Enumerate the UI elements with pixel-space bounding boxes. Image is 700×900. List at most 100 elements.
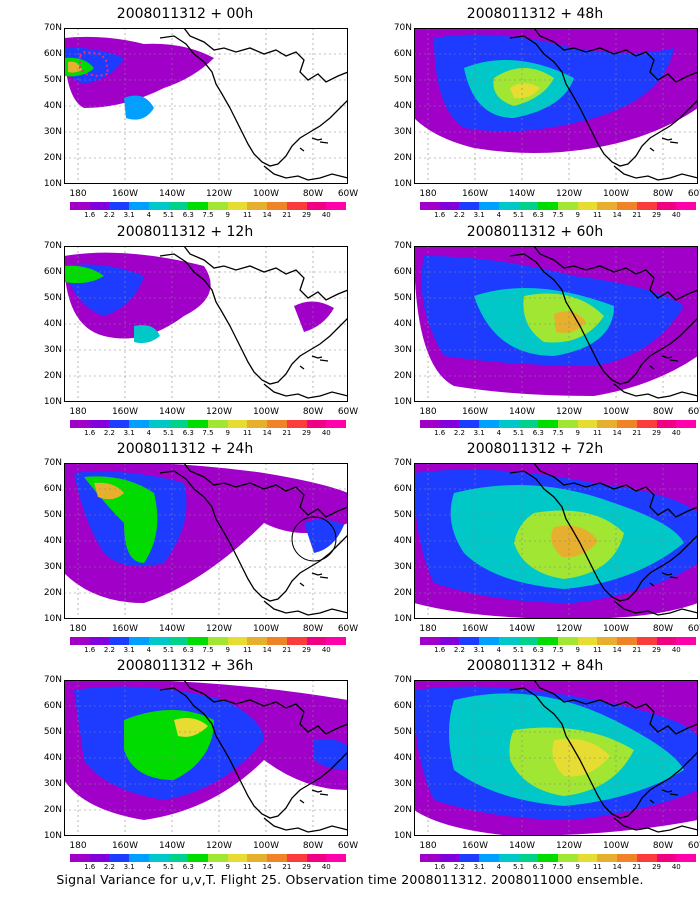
- map-frame: [64, 246, 348, 402]
- colorbar-tick-label: 1.6: [434, 646, 446, 654]
- colorbar-tick-label: 3.1: [123, 863, 135, 871]
- latitude-label: 40N: [393, 536, 412, 546]
- colorbar-tick-label: 21: [282, 211, 292, 219]
- colorbar-swatch: [306, 202, 327, 210]
- colorbar-swatch: [577, 202, 598, 210]
- colorbar-swatch: [286, 202, 307, 210]
- colorbar-tick-label: 11: [242, 863, 252, 871]
- colorbar-swatch: [558, 854, 578, 862]
- colorbar-swatch: [306, 637, 327, 645]
- colorbar-tick-label: 2.2: [453, 429, 465, 437]
- longitude-label: 80W: [652, 841, 674, 851]
- colorbar-tick-label: 14: [612, 211, 622, 219]
- latitude-label: 40N: [393, 101, 412, 111]
- colorbar-tick-label: 9: [225, 863, 230, 871]
- longitude-label: 120W: [205, 624, 233, 634]
- longitude-label: 120W: [205, 407, 233, 417]
- map-panel: 2008011312 + 36h 70N 60N 50N 40N 30N 20N 10N 180…: [30, 658, 358, 871]
- colorbar-tick-label: 7.5: [202, 211, 214, 219]
- colorbar-tick-label: 5.1: [162, 863, 175, 871]
- colorbar-swatch: [286, 420, 307, 428]
- colorbar-swatch: [267, 420, 287, 428]
- longitude-label: 120W: [555, 407, 583, 417]
- panel-title: 2008011312 + 36h: [116, 658, 254, 674]
- colorbar-labels: 1.6 2.2 3.1 4 5.1 6.3 7.5 9 11 14 21 29 40: [70, 211, 346, 221]
- longitude-label: 100W: [252, 624, 280, 634]
- colorbar-swatch: [89, 637, 110, 645]
- colorbar-swatch: [148, 420, 169, 428]
- longitude-label: 140W: [508, 841, 536, 851]
- colorbar-tick-label: 9: [225, 646, 230, 654]
- latitude-label: 60N: [43, 49, 62, 59]
- longitude-label: 60W: [687, 841, 700, 851]
- colorbar-swatch: [439, 854, 460, 862]
- colorbar-swatch: [227, 854, 248, 862]
- variance-contour-fill: [134, 325, 160, 344]
- colorbar-swatch: [70, 854, 90, 862]
- colorbar-swatch: [326, 854, 347, 862]
- latitude-label: 20N: [393, 153, 412, 163]
- colorbar-tick-label: 29: [302, 429, 312, 437]
- latitude-label: 20N: [43, 588, 62, 598]
- contour-map: [414, 246, 698, 402]
- panel-title: 2008011312 + 48h: [466, 6, 604, 22]
- map-panel: 2008011312 + 60h 70N 60N 50N 40N 30N 20N 10N 180…: [380, 224, 700, 437]
- longitude-label: 140W: [508, 624, 536, 634]
- colorbar-labels: 1.6 2.2 3.1 4 5.1 6.3 7.5 9 11 14 21 29 40: [420, 211, 696, 221]
- colorbar-swatch: [227, 637, 248, 645]
- coastline: [263, 165, 348, 181]
- longitude-label: 160W: [111, 624, 139, 634]
- colorbar-swatch: [148, 854, 169, 862]
- colorbar-tick-label: 14: [262, 429, 272, 437]
- longitude-label: 80W: [302, 624, 324, 634]
- coastline: [159, 687, 348, 819]
- colorbar: [420, 637, 697, 645]
- colorbar-swatch: [188, 854, 209, 862]
- colorbar-tick-label: 1.6: [434, 211, 446, 219]
- colorbar-tick-label: 40: [671, 429, 681, 437]
- colorbar-tick-label: 4: [496, 646, 502, 654]
- longitude-label: 120W: [555, 841, 583, 851]
- latitude-label: 10N: [393, 614, 412, 624]
- coastline: [299, 137, 329, 152]
- colorbar-swatch: [439, 202, 460, 210]
- colorbar-swatch: [656, 637, 677, 645]
- map-frame: [64, 680, 348, 836]
- map-panel: 2008011312 + 48h 70N 60N 50N 40N 30N 20N 10N 180…: [380, 6, 700, 219]
- colorbar-tick-label: 11: [592, 211, 602, 219]
- longitude-label: 140W: [508, 189, 536, 199]
- colorbar-tick-label: 2.2: [453, 646, 465, 654]
- latitude-label: 70N: [393, 458, 412, 468]
- coastline: [649, 789, 679, 804]
- latitude-label: 70N: [43, 23, 62, 33]
- variance-contour-fill: [94, 482, 124, 500]
- latitude-label: 50N: [393, 293, 412, 303]
- coastline: [509, 470, 698, 602]
- colorbar: [70, 637, 347, 645]
- contour-map: [64, 246, 348, 402]
- colorbar-swatch: [208, 202, 228, 210]
- latitude-label: 60N: [43, 484, 62, 494]
- colorbar-swatch: [498, 637, 519, 645]
- colorbar-tick-label: 40: [321, 429, 331, 437]
- colorbar-tick-label: 1.6: [434, 429, 446, 437]
- colorbar-swatch: [326, 420, 347, 428]
- colorbar-swatch: [479, 854, 499, 862]
- longitude-label: 160W: [111, 841, 139, 851]
- colorbar-tick-label: 11: [592, 429, 602, 437]
- coastline: [159, 470, 348, 602]
- colorbar-swatch: [439, 420, 460, 428]
- coastline: [263, 600, 348, 616]
- latitude-label: 40N: [43, 101, 62, 111]
- longitude-label: 160W: [461, 407, 489, 417]
- longitude-label: 180: [69, 841, 87, 851]
- colorbar-swatch: [636, 637, 657, 645]
- longitude-label: 180: [419, 407, 437, 417]
- latitude-label: 10N: [393, 179, 412, 189]
- latitude-label: 20N: [393, 805, 412, 815]
- longitude-label: 160W: [111, 407, 139, 417]
- colorbar: [70, 420, 347, 428]
- longitude-label: 100W: [602, 841, 630, 851]
- colorbar-swatch: [597, 854, 618, 862]
- coastline: [613, 600, 698, 616]
